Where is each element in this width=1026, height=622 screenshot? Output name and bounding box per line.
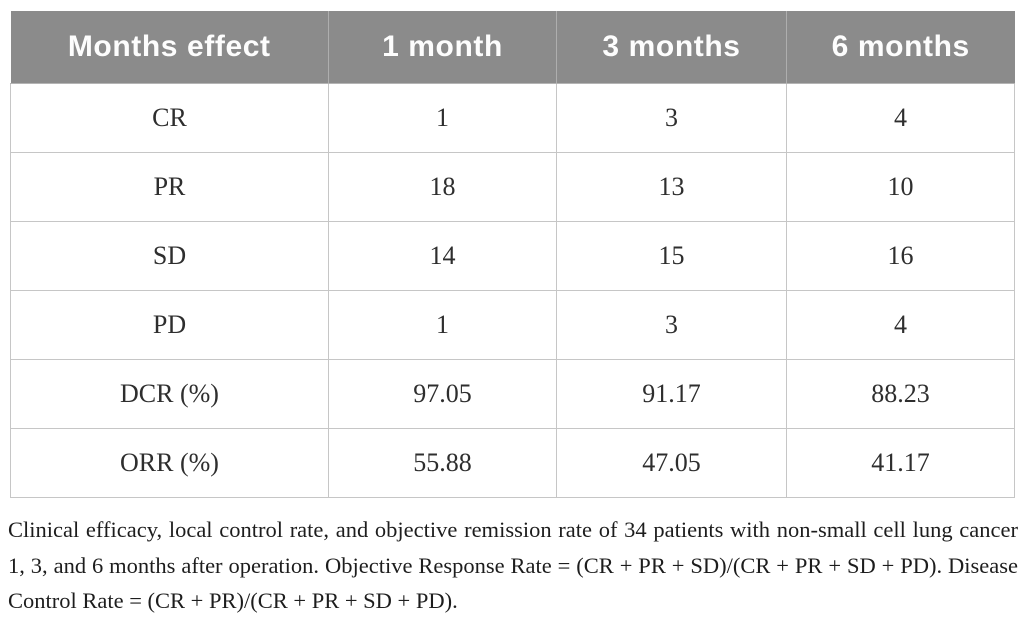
table-body: CR 1 3 4 PR 18 13 10 SD 14 15 16 PD 1 3 4 DCR (%) 97.05 91… bbox=[10, 83, 1015, 498]
header-cell-6-months: 6 months bbox=[786, 11, 1015, 84]
table-row: PR 18 13 10 bbox=[10, 152, 1015, 222]
cell-value: 14 bbox=[328, 221, 557, 291]
table-row: ORR (%) 55.88 47.05 41.17 bbox=[10, 428, 1015, 498]
cell-value: 91.17 bbox=[556, 359, 787, 429]
row-label: SD bbox=[10, 221, 329, 291]
header-cell-months-effect: Months effect bbox=[10, 11, 329, 84]
row-label: PD bbox=[10, 290, 329, 360]
cell-value: 3 bbox=[556, 83, 787, 153]
cell-value: 55.88 bbox=[328, 428, 557, 498]
cell-value: 4 bbox=[786, 83, 1015, 153]
cell-value: 15 bbox=[556, 221, 787, 291]
row-label: ORR (%) bbox=[10, 428, 329, 498]
table-row: SD 14 15 16 bbox=[10, 221, 1015, 291]
cell-value: 13 bbox=[556, 152, 787, 222]
cell-value: 10 bbox=[786, 152, 1015, 222]
cell-value: 1 bbox=[328, 290, 557, 360]
row-label: PR bbox=[10, 152, 329, 222]
cell-value: 88.23 bbox=[786, 359, 1015, 429]
table-row: CR 1 3 4 bbox=[10, 83, 1015, 153]
row-label: DCR (%) bbox=[10, 359, 329, 429]
table-row: PD 1 3 4 bbox=[10, 290, 1015, 360]
efficacy-table-figure: Months effect 1 month 3 months 6 months … bbox=[10, 11, 1015, 498]
cell-value: 97.05 bbox=[328, 359, 557, 429]
efficacy-table: Months effect 1 month 3 months 6 months … bbox=[10, 11, 1015, 498]
cell-value: 16 bbox=[786, 221, 1015, 291]
header-cell-1-month: 1 month bbox=[328, 11, 557, 84]
table-caption: Clinical efficacy, local control rate, a… bbox=[8, 517, 1018, 614]
header-row: Months effect 1 month 3 months 6 months bbox=[10, 11, 1015, 84]
cell-value: 4 bbox=[786, 290, 1015, 360]
cell-value: 47.05 bbox=[556, 428, 787, 498]
cell-value: 1 bbox=[328, 83, 557, 153]
row-label: CR bbox=[10, 83, 329, 153]
table-row: DCR (%) 97.05 91.17 88.23 bbox=[10, 359, 1015, 429]
cell-value: 3 bbox=[556, 290, 787, 360]
cell-value: 41.17 bbox=[786, 428, 1015, 498]
cell-value: 18 bbox=[328, 152, 557, 222]
header-cell-3-months: 3 months bbox=[556, 11, 787, 84]
